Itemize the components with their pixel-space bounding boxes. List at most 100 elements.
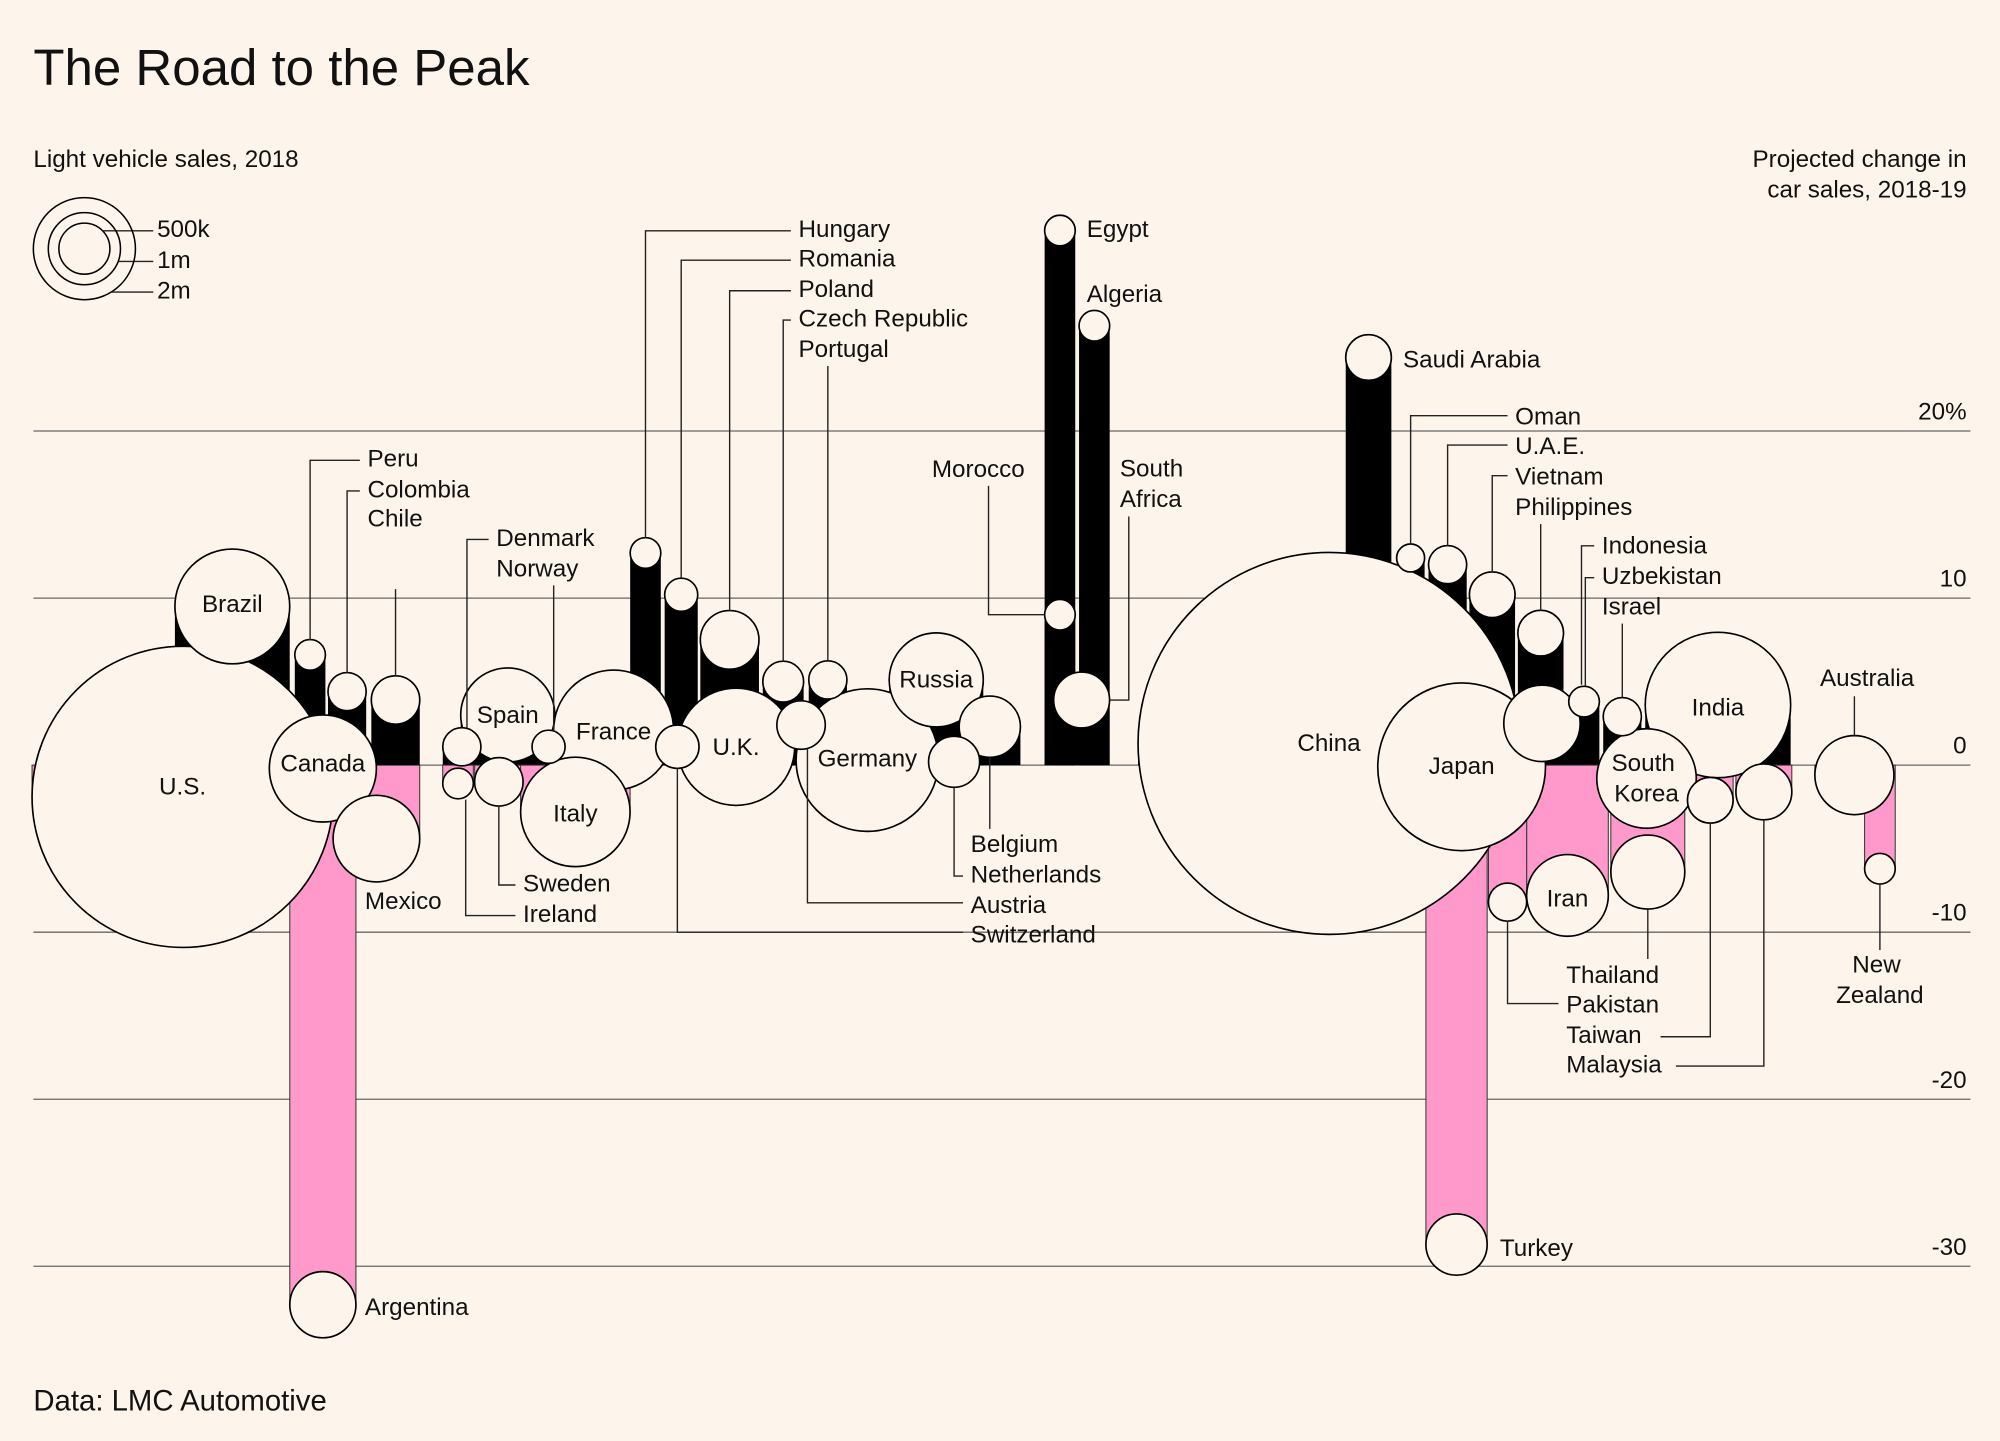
y-tick-label: 20% <box>1918 399 1966 426</box>
country-label: Canada <box>280 751 365 778</box>
country-label: Thailand <box>1566 962 1659 989</box>
country-label: Malaysia <box>1566 1051 1662 1078</box>
country-label: Israel <box>1602 594 1661 621</box>
country-label: Russia <box>899 666 974 693</box>
bubble <box>531 729 566 765</box>
country-label: Hungary <box>799 216 891 243</box>
bubble <box>958 695 1022 759</box>
leader-line <box>782 319 791 662</box>
bubble <box>629 536 662 570</box>
bubble <box>1487 882 1528 923</box>
country-label: Brazil <box>202 591 263 618</box>
country-label: Austria <box>971 892 1047 919</box>
leader-line <box>644 230 791 539</box>
country-label: Indonesia <box>1602 532 1708 559</box>
bubble <box>1043 598 1077 631</box>
country-label: Philippines <box>1515 494 1632 521</box>
bubble <box>807 660 848 700</box>
country-label: Turkey <box>1500 1235 1574 1262</box>
bubble <box>1052 671 1111 729</box>
country-label: U.A.E. <box>1515 433 1585 460</box>
leader-line <box>466 538 489 729</box>
country-label: Argentina <box>365 1294 469 1321</box>
country-label: Poland <box>799 276 874 303</box>
leader-line <box>498 805 516 886</box>
leader-line <box>1491 474 1508 573</box>
country-label: Vietnam <box>1515 464 1603 491</box>
legend-label: 500k <box>157 216 210 243</box>
country-label: Australia <box>1820 665 1915 692</box>
subtitle: Light vehicle sales, 2018 <box>33 146 298 173</box>
leader-line <box>1675 819 1765 1067</box>
bubble <box>1078 309 1111 342</box>
country-label: Saudi Arabia <box>1403 346 1541 373</box>
bubble <box>473 756 524 807</box>
y-tick-label: -10 <box>1932 900 1967 927</box>
country-label: Czech Republic <box>799 305 969 332</box>
bubble <box>1502 684 1581 763</box>
bubble <box>1595 727 1698 830</box>
bubble <box>1425 1213 1488 1277</box>
country-label: Uzbekistan <box>1602 563 1722 590</box>
leader-line <box>464 799 516 917</box>
leader-line <box>676 767 964 933</box>
y-tick-label: 0 <box>1953 733 1966 760</box>
bubble <box>1427 544 1468 585</box>
bubble <box>654 724 700 770</box>
country-label: Morocco <box>932 456 1025 483</box>
country-label: Netherlands <box>971 861 1102 888</box>
country-label: Switzerland <box>971 921 1096 948</box>
bubble <box>1395 543 1426 573</box>
bubble <box>268 714 378 823</box>
country-label: Egypt <box>1087 216 1149 243</box>
y-tick-label: 10 <box>1940 566 1967 593</box>
legend-label: 1m <box>157 247 191 274</box>
country-label: U.K. <box>712 734 759 761</box>
country-label: Pakistan <box>1566 992 1659 1019</box>
country-label: Colombia <box>367 476 470 503</box>
country-label: Romania <box>799 246 896 273</box>
size-legend: 500k 1m 2m <box>32 196 210 304</box>
bubble <box>888 632 985 728</box>
country-label: Italy <box>553 800 598 827</box>
bubble <box>441 767 475 800</box>
y-tick-label: -30 <box>1932 1234 1967 1261</box>
country-label: Denmark <box>496 525 595 552</box>
leader-line <box>728 290 791 611</box>
country-label: Sweden <box>523 870 611 897</box>
country-label: Algeria <box>1087 281 1163 308</box>
leader-line <box>953 788 964 877</box>
leader-line <box>806 748 964 904</box>
bubble <box>174 548 291 665</box>
country-label: New Zealand <box>1836 952 1924 1010</box>
bubble <box>1814 734 1895 816</box>
bubble <box>1686 776 1734 824</box>
chart-title: The Road to the Peak <box>33 39 530 96</box>
source: Data: LMC Automotive <box>33 1384 326 1417</box>
legend-label: 2m <box>157 277 191 304</box>
bubble <box>1043 214 1077 247</box>
country-label: India <box>1692 694 1745 721</box>
bubble <box>519 756 631 868</box>
country-label: Portugal <box>799 336 889 363</box>
leader-line <box>1506 920 1559 1005</box>
bubble <box>293 638 327 672</box>
bubble <box>1644 631 1792 779</box>
country-label: Iran <box>1547 886 1589 913</box>
country-label: Japan <box>1429 753 1495 780</box>
bubble <box>776 700 827 751</box>
country-label: China <box>1297 730 1361 757</box>
country-label: Mexico <box>365 888 442 915</box>
bubble <box>927 735 981 789</box>
bubble <box>1344 333 1393 382</box>
leader-line <box>1580 545 1595 685</box>
bubble <box>1602 696 1643 737</box>
bubble <box>761 660 805 703</box>
leader-line <box>987 485 1045 616</box>
y-axis-label: Projected change in <box>1753 146 1967 173</box>
bubble <box>327 671 368 712</box>
bubble <box>441 726 482 767</box>
country-label: Norway <box>496 555 579 582</box>
